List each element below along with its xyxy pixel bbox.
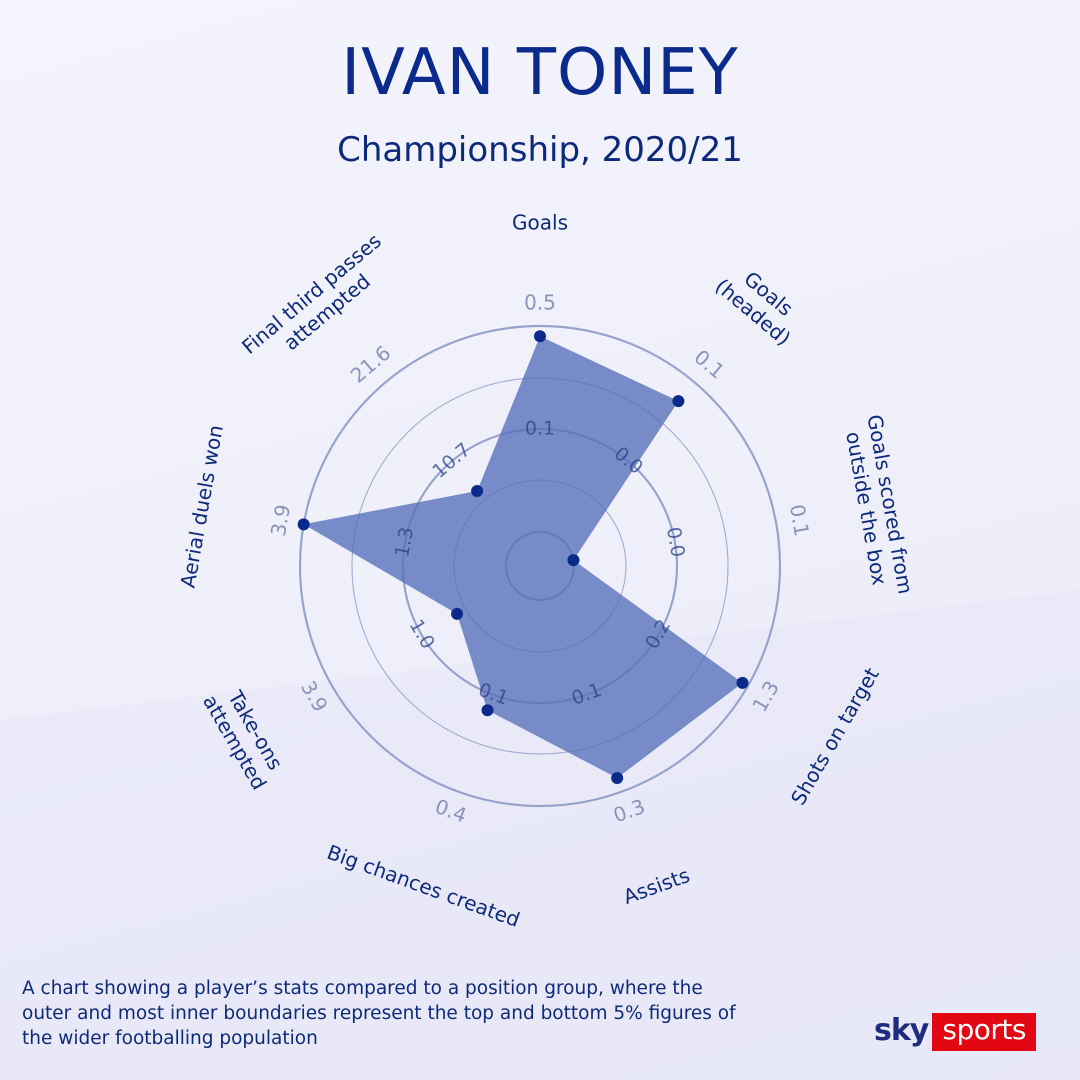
axis-label-line: Big chances created xyxy=(324,840,523,932)
outer-tick-label: 3.9 xyxy=(266,502,295,537)
inner-tick-label: 0.0 xyxy=(662,525,689,559)
outer-tick-label: 0.4 xyxy=(432,794,470,827)
data-point xyxy=(534,330,546,343)
outer-tick-label: 0.1 xyxy=(689,345,729,384)
logo-sky-text: sky xyxy=(874,1012,929,1048)
axis-label: Goals(headed) xyxy=(711,266,798,350)
data-point xyxy=(567,554,580,567)
radar-ring-overlay xyxy=(351,377,729,755)
axis-label: Assists xyxy=(620,863,693,909)
outer-tick-label: 0.5 xyxy=(524,291,556,315)
chart-subtitle: Championship, 2020/21 xyxy=(337,130,743,170)
inner-tick-label: 1.3 xyxy=(391,525,418,559)
chart-footnote: A chart showing a player’s stats compare… xyxy=(22,978,736,1049)
outer-tick-label: 3.9 xyxy=(296,676,333,716)
axis-label: Shots on target xyxy=(786,663,884,809)
data-point xyxy=(297,518,310,531)
axis-label-line: Aerial duels won xyxy=(176,423,228,590)
axis-label: Big chances created xyxy=(324,840,523,932)
outer-tick-label: 1.3 xyxy=(747,676,784,716)
inner-tick-label: 1.0 xyxy=(405,616,439,653)
radar-ring-overlay xyxy=(299,325,781,807)
chart-title: IVAN TONEY xyxy=(341,36,739,110)
sky-sports-logo: sky sports xyxy=(874,1012,1036,1052)
data-point xyxy=(471,485,484,498)
axis-label-line: Goals xyxy=(512,211,568,235)
outer-tick-label: 0.3 xyxy=(610,794,648,827)
data-point xyxy=(611,771,624,784)
data-point xyxy=(451,607,464,620)
axis-label: Goals xyxy=(512,211,568,235)
outer-tick-label: 0.1 xyxy=(785,502,814,537)
axis-label-line: Shots on target xyxy=(786,663,884,809)
data-point xyxy=(481,704,494,717)
data-point xyxy=(736,676,749,689)
player-polygon xyxy=(303,336,743,778)
data-point xyxy=(672,395,685,408)
logo-sports-text: sports xyxy=(932,1013,1036,1051)
radar-ring xyxy=(298,324,782,808)
inner-tick-label: 0.1 xyxy=(525,418,555,440)
radar-ring-overlay xyxy=(402,428,678,704)
axis-label: Aerial duels won xyxy=(176,423,228,590)
axis-label-line: Assists xyxy=(620,863,693,909)
radar-ring-overlay xyxy=(453,479,627,653)
